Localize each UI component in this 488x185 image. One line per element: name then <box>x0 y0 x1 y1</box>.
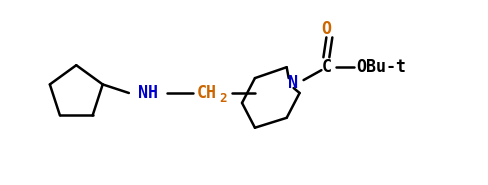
Text: CH: CH <box>196 84 216 102</box>
Text: C: C <box>321 58 331 76</box>
Text: 2: 2 <box>219 92 226 105</box>
Text: N: N <box>287 74 297 92</box>
Text: O: O <box>321 21 331 38</box>
Text: NH: NH <box>138 84 158 102</box>
Text: OBu-t: OBu-t <box>355 58 405 76</box>
